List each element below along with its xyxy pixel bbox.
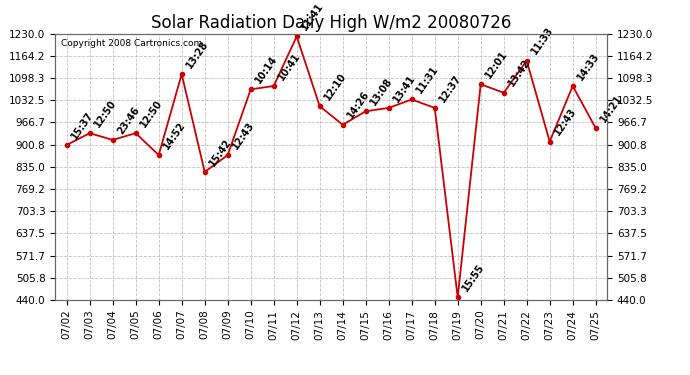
Text: 15:55: 15:55 [460,262,486,293]
Text: 13:41: 13:41 [391,73,417,104]
Text: 15:42: 15:42 [208,136,233,168]
Text: 11:33: 11:33 [529,26,555,57]
Text: 11:41: 11:41 [299,1,326,32]
Text: 12:50: 12:50 [92,98,119,129]
Text: 23:46: 23:46 [115,105,141,136]
Text: Copyright 2008 Cartronics.com: Copyright 2008 Cartronics.com [61,39,202,48]
Text: 12:10: 12:10 [322,71,348,102]
Text: 10:14: 10:14 [253,54,279,85]
Text: 13:08: 13:08 [368,76,395,107]
Text: 13:28: 13:28 [184,39,210,70]
Text: 11:31: 11:31 [415,64,440,95]
Title: Solar Radiation Daily High W/m2 20080726: Solar Radiation Daily High W/m2 20080726 [151,14,511,32]
Text: 12:37: 12:37 [437,73,464,104]
Text: 12:01: 12:01 [484,49,509,80]
Text: 14:33: 14:33 [575,51,602,82]
Text: 14:26: 14:26 [346,90,371,121]
Text: 12:43: 12:43 [553,106,578,137]
Text: 12:50: 12:50 [139,98,164,129]
Text: 13:42: 13:42 [506,57,533,88]
Text: 14:21: 14:21 [598,93,624,124]
Text: 15:37: 15:37 [70,110,95,141]
Text: 12:43: 12:43 [230,120,257,151]
Text: 14:52: 14:52 [161,120,188,151]
Text: 10:41: 10:41 [277,51,302,82]
